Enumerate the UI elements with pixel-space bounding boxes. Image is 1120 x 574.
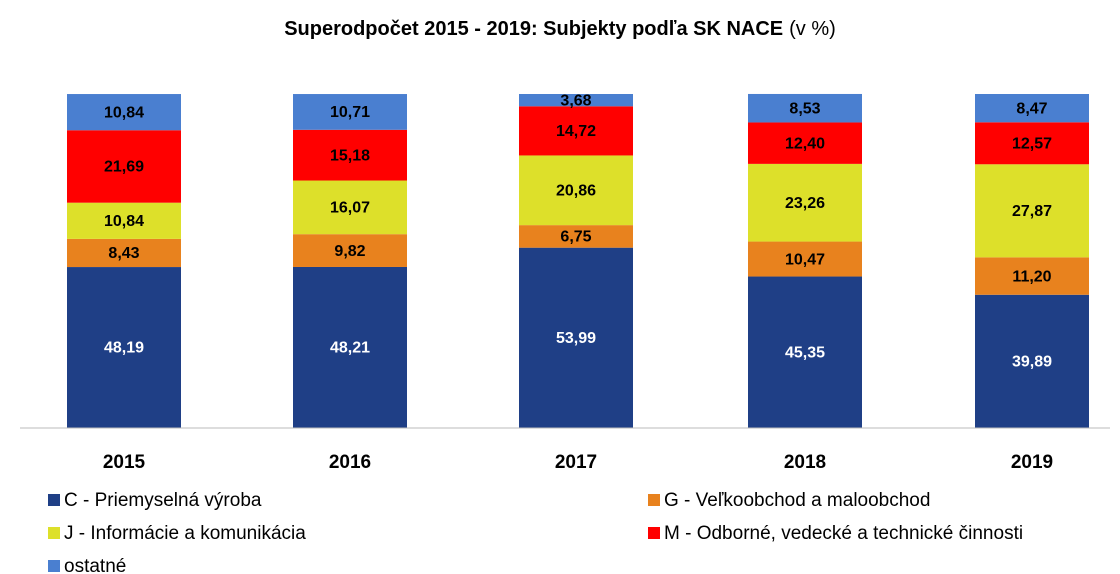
data-label: 10,84 [104, 104, 144, 121]
chart-title-group: Superodpočet 2015 - 2019: Subjekty podľa… [284, 18, 836, 40]
data-label: 15,18 [330, 147, 370, 164]
legend-label: C - Priemyselná výroba [64, 490, 262, 511]
legend-swatch [48, 494, 60, 506]
data-label: 39,89 [1012, 354, 1052, 371]
legend-label: G - Veľkoobchod a maloobchod [664, 490, 930, 511]
bar-segment [67, 267, 181, 428]
data-label: 48,19 [104, 340, 144, 357]
chart-title: Superodpočet 2015 - 2019: Subjekty podľa… [284, 18, 783, 40]
chart-subtitle: (v %) [789, 18, 836, 40]
bar-segment [748, 163, 862, 242]
bar-segment [519, 247, 633, 428]
bar-segment [293, 94, 407, 130]
x-tick-label: 2016 [329, 452, 371, 473]
bar-segment [293, 234, 407, 267]
data-label: 16,07 [330, 200, 370, 217]
data-label: 48,21 [330, 340, 370, 357]
x-tick-label: 2017 [555, 452, 597, 473]
bar-segment [293, 129, 407, 181]
legend-swatch [48, 560, 60, 572]
data-label: 8,43 [108, 245, 139, 262]
x-tick-label: 2015 [103, 452, 146, 473]
bar-segment [293, 266, 407, 428]
data-label: 8,53 [789, 100, 820, 117]
legend-label: M - Odborné, vedecké a technické činnost… [664, 523, 1023, 544]
bar-segment [748, 122, 862, 164]
bar-segment [975, 122, 1089, 165]
bar-segment [67, 94, 181, 131]
data-label: 10,47 [785, 251, 825, 268]
data-label: 21,69 [104, 159, 144, 176]
data-label: 27,87 [1012, 203, 1052, 220]
x-tick-label: 2019 [1011, 452, 1053, 473]
data-label: 10,84 [104, 213, 144, 230]
data-label: 12,40 [785, 135, 825, 152]
data-label: 12,57 [1012, 136, 1052, 153]
legend-swatch [648, 527, 660, 539]
legend-swatch [648, 494, 660, 506]
data-label: 9,82 [334, 243, 365, 260]
bar-segment [975, 294, 1089, 428]
data-label: 23,26 [785, 195, 825, 212]
bar-segment [519, 225, 633, 248]
legend-label: J - Informácie a komunikácia [64, 523, 306, 544]
bar-segment [519, 106, 633, 156]
bar-segment [67, 238, 181, 268]
bar-segment [519, 155, 633, 226]
data-label: 10,71 [330, 104, 370, 121]
data-label: 14,72 [556, 123, 596, 140]
bar-segment [519, 94, 633, 107]
bar-segment [975, 164, 1089, 258]
data-label: 45,35 [785, 344, 825, 361]
bar-segment [67, 202, 181, 239]
data-label: 6,75 [560, 229, 591, 246]
bar-segment [748, 276, 862, 428]
x-tick-label: 2018 [784, 452, 826, 473]
bar-segment [748, 241, 862, 277]
data-label: 8,47 [1016, 100, 1047, 117]
legend-swatch [48, 527, 60, 539]
data-label: 3,68 [560, 92, 591, 109]
bar-segment [975, 257, 1089, 295]
bar-segment [748, 93, 862, 123]
data-label: 20,86 [556, 183, 596, 200]
bar-segment [975, 94, 1089, 123]
bar-segment [67, 130, 181, 203]
data-label: 11,20 [1012, 268, 1051, 285]
legend-label: ostatné [64, 556, 126, 574]
data-label: 53,99 [556, 330, 596, 347]
bar-segment [293, 180, 407, 235]
